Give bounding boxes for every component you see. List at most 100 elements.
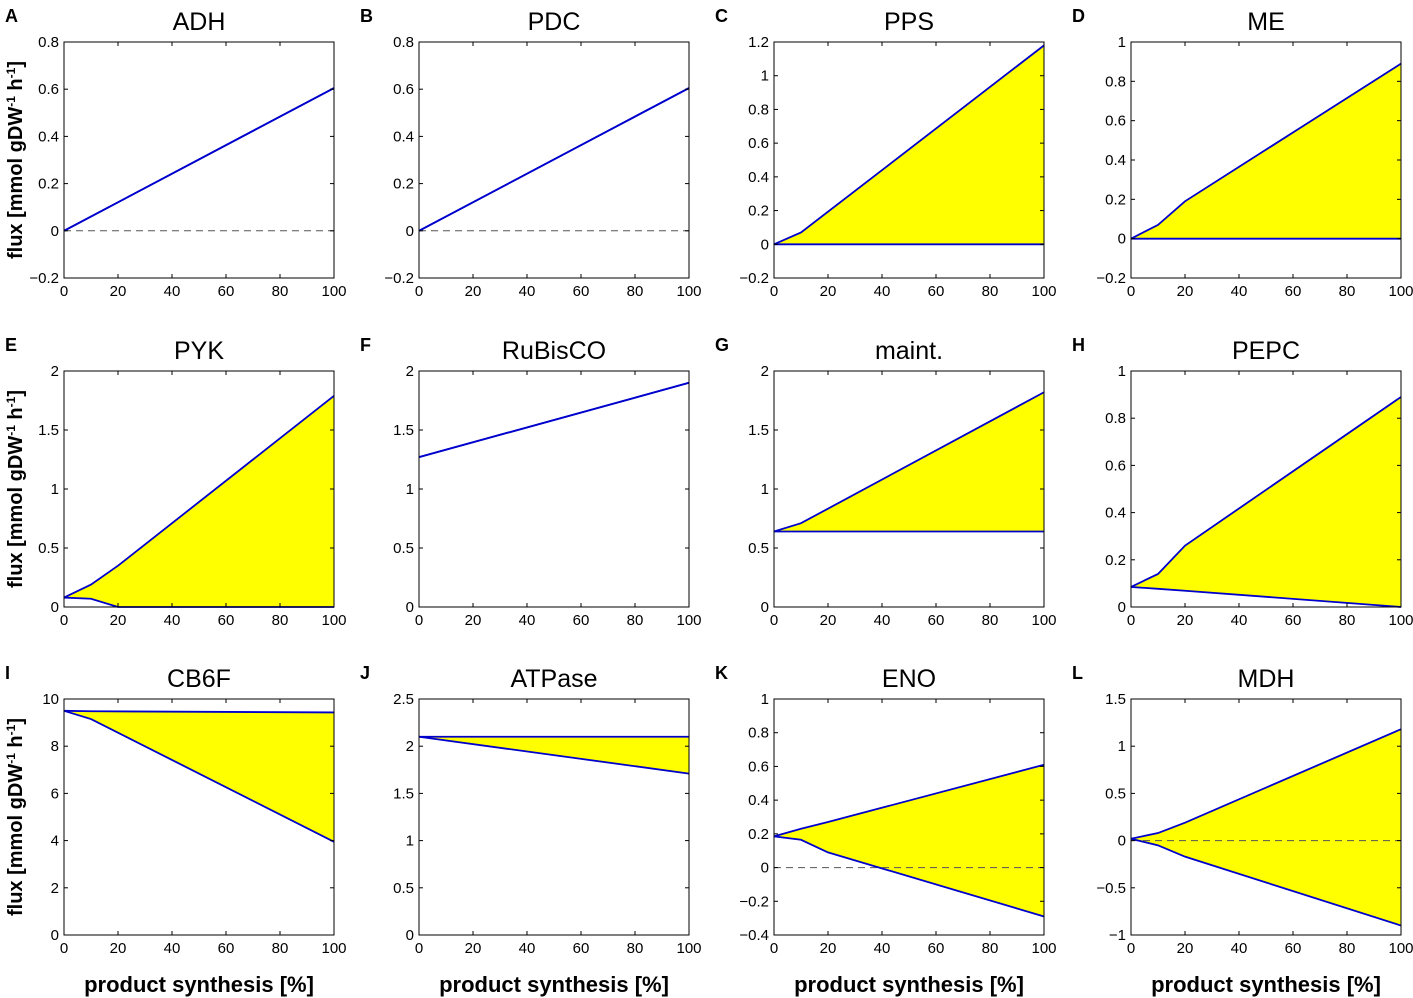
panel-title: PEPC bbox=[1232, 337, 1300, 365]
x-tick-label: 60 bbox=[218, 283, 235, 300]
x-tick-label: 0 bbox=[770, 940, 778, 957]
y-tick-label: 2 bbox=[51, 363, 59, 380]
upper-bound-line bbox=[1130, 728, 1402, 840]
y-tick-label: 0.5 bbox=[1105, 785, 1126, 802]
panel-h: 0 20 40 60 80 100 0 0.2 0.4 0.6 0.8 1 PEPC H bbox=[1072, 335, 1413, 629]
y-tick-label: 0 bbox=[51, 927, 59, 944]
y-tick-label: −0.2 bbox=[1096, 270, 1126, 287]
y-tick-label: 0.2 bbox=[748, 203, 769, 220]
panel-letter: F bbox=[360, 335, 371, 355]
y-tick-label: 0.4 bbox=[38, 128, 59, 145]
x-tick-label: 60 bbox=[928, 940, 945, 957]
x-tick-label: 80 bbox=[982, 940, 999, 957]
y-tick-label: 1 bbox=[761, 691, 769, 708]
y-tick-label: 0.6 bbox=[1105, 457, 1126, 474]
y-tick-label: 0.5 bbox=[38, 540, 59, 557]
y-tick-label: 2 bbox=[406, 363, 414, 380]
panel-title: PPS bbox=[884, 8, 934, 36]
panel-title: maint. bbox=[875, 337, 943, 365]
y-tick-label: 1.5 bbox=[748, 422, 769, 439]
panel-letter: A bbox=[5, 6, 18, 26]
panel-f: 0 20 40 60 80 100 0 0.5 1 1.5 2 RuBisCO F bbox=[360, 335, 702, 629]
y-tick-label: 0 bbox=[761, 236, 769, 253]
x-tick-label: 0 bbox=[770, 612, 778, 629]
flux-range-fill bbox=[64, 710, 334, 842]
y-axis-label: flux [mmol gDW-1 h-1] bbox=[4, 61, 27, 259]
y-tick-label: 1 bbox=[1118, 363, 1126, 380]
y-tick-label: −0.2 bbox=[384, 270, 414, 287]
x-axis-label: product synthesis [%] bbox=[1151, 972, 1381, 997]
flux-range-fill bbox=[1131, 729, 1401, 926]
panel-letter: B bbox=[360, 6, 373, 26]
panel-title: PYK bbox=[174, 337, 224, 365]
upper-bound-line bbox=[63, 709, 335, 714]
axes-box bbox=[63, 698, 335, 936]
x-tick-label: 20 bbox=[1177, 940, 1194, 957]
x-tick-label: 80 bbox=[982, 612, 999, 629]
flux-range-fill bbox=[774, 45, 1044, 245]
y-tick-label: 0.8 bbox=[748, 725, 769, 742]
y-tick-label: 1 bbox=[1118, 738, 1126, 755]
lower-bound-line bbox=[63, 709, 335, 843]
x-tick-label: 0 bbox=[415, 283, 423, 300]
panel-title: CB6F bbox=[167, 665, 231, 693]
y-tick-label: 0.4 bbox=[1105, 152, 1126, 169]
x-tick-label: 40 bbox=[164, 612, 181, 629]
x-tick-label: 100 bbox=[1031, 612, 1056, 629]
panel-title: MDH bbox=[1238, 665, 1295, 693]
y-tick-label: 0.8 bbox=[748, 101, 769, 118]
y-axis-label: flux [mmol gDW-1 h-1] bbox=[4, 390, 27, 588]
x-tick-label: 40 bbox=[874, 940, 891, 957]
x-tick-label: 0 bbox=[415, 612, 423, 629]
y-tick-label: −0.4 bbox=[739, 927, 769, 944]
panel-letter: I bbox=[5, 663, 10, 683]
y-tick-label: 0 bbox=[761, 599, 769, 616]
upper-bound-line bbox=[773, 44, 1045, 246]
y-tick-label: 1 bbox=[761, 68, 769, 85]
y-tick-label: 1 bbox=[406, 481, 414, 498]
y-tick-label: 0 bbox=[761, 860, 769, 877]
panel-letter: L bbox=[1072, 663, 1083, 683]
flux-range-fill bbox=[774, 764, 1044, 917]
x-tick-label: 100 bbox=[321, 612, 346, 629]
panel-letter: K bbox=[715, 663, 728, 683]
y-tick-label: 0.4 bbox=[748, 792, 769, 809]
x-tick-label: 100 bbox=[1388, 940, 1413, 957]
y-tick-label: 0.2 bbox=[393, 176, 414, 193]
panel-title: ADH bbox=[173, 8, 226, 36]
y-tick-label: −0.2 bbox=[29, 270, 59, 287]
x-tick-label: 40 bbox=[874, 283, 891, 300]
x-tick-label: 20 bbox=[820, 283, 837, 300]
flux-range-fill bbox=[774, 392, 1044, 532]
x-tick-label: 80 bbox=[272, 940, 289, 957]
y-tick-label: 0 bbox=[1118, 833, 1126, 850]
x-tick-label: 100 bbox=[676, 612, 701, 629]
y-tick-label: −0.2 bbox=[739, 893, 769, 910]
y-tick-label: 2.5 bbox=[393, 691, 414, 708]
x-tick-label: 40 bbox=[519, 940, 536, 957]
x-tick-label: 20 bbox=[110, 283, 127, 300]
y-tick-label: 0.8 bbox=[38, 34, 59, 51]
x-tick-label: 20 bbox=[465, 612, 482, 629]
y-tick-label: 0.5 bbox=[393, 540, 414, 557]
y-tick-label: 0 bbox=[406, 927, 414, 944]
y-tick-label: 0.2 bbox=[1105, 191, 1126, 208]
x-tick-label: 60 bbox=[1285, 283, 1302, 300]
x-tick-label: 0 bbox=[415, 940, 423, 957]
y-tick-label: 0.6 bbox=[393, 81, 414, 98]
x-tick-label: 60 bbox=[573, 612, 590, 629]
x-tick-label: 80 bbox=[272, 612, 289, 629]
x-tick-label: 0 bbox=[1127, 612, 1135, 629]
x-tick-label: 40 bbox=[1231, 283, 1248, 300]
x-tick-label: 80 bbox=[627, 940, 644, 957]
y-tick-label: 0 bbox=[1118, 599, 1126, 616]
x-tick-label: 20 bbox=[1177, 283, 1194, 300]
lower-bound-line bbox=[418, 87, 690, 232]
y-tick-label: 2 bbox=[51, 880, 59, 897]
y-tick-label: 0.8 bbox=[1105, 410, 1126, 427]
lower-bound-line bbox=[773, 835, 1045, 918]
panel-g: 0 20 40 60 80 100 0 0.5 1 1.5 2 maint. G bbox=[715, 335, 1057, 629]
panel-title: ATPase bbox=[510, 665, 597, 693]
